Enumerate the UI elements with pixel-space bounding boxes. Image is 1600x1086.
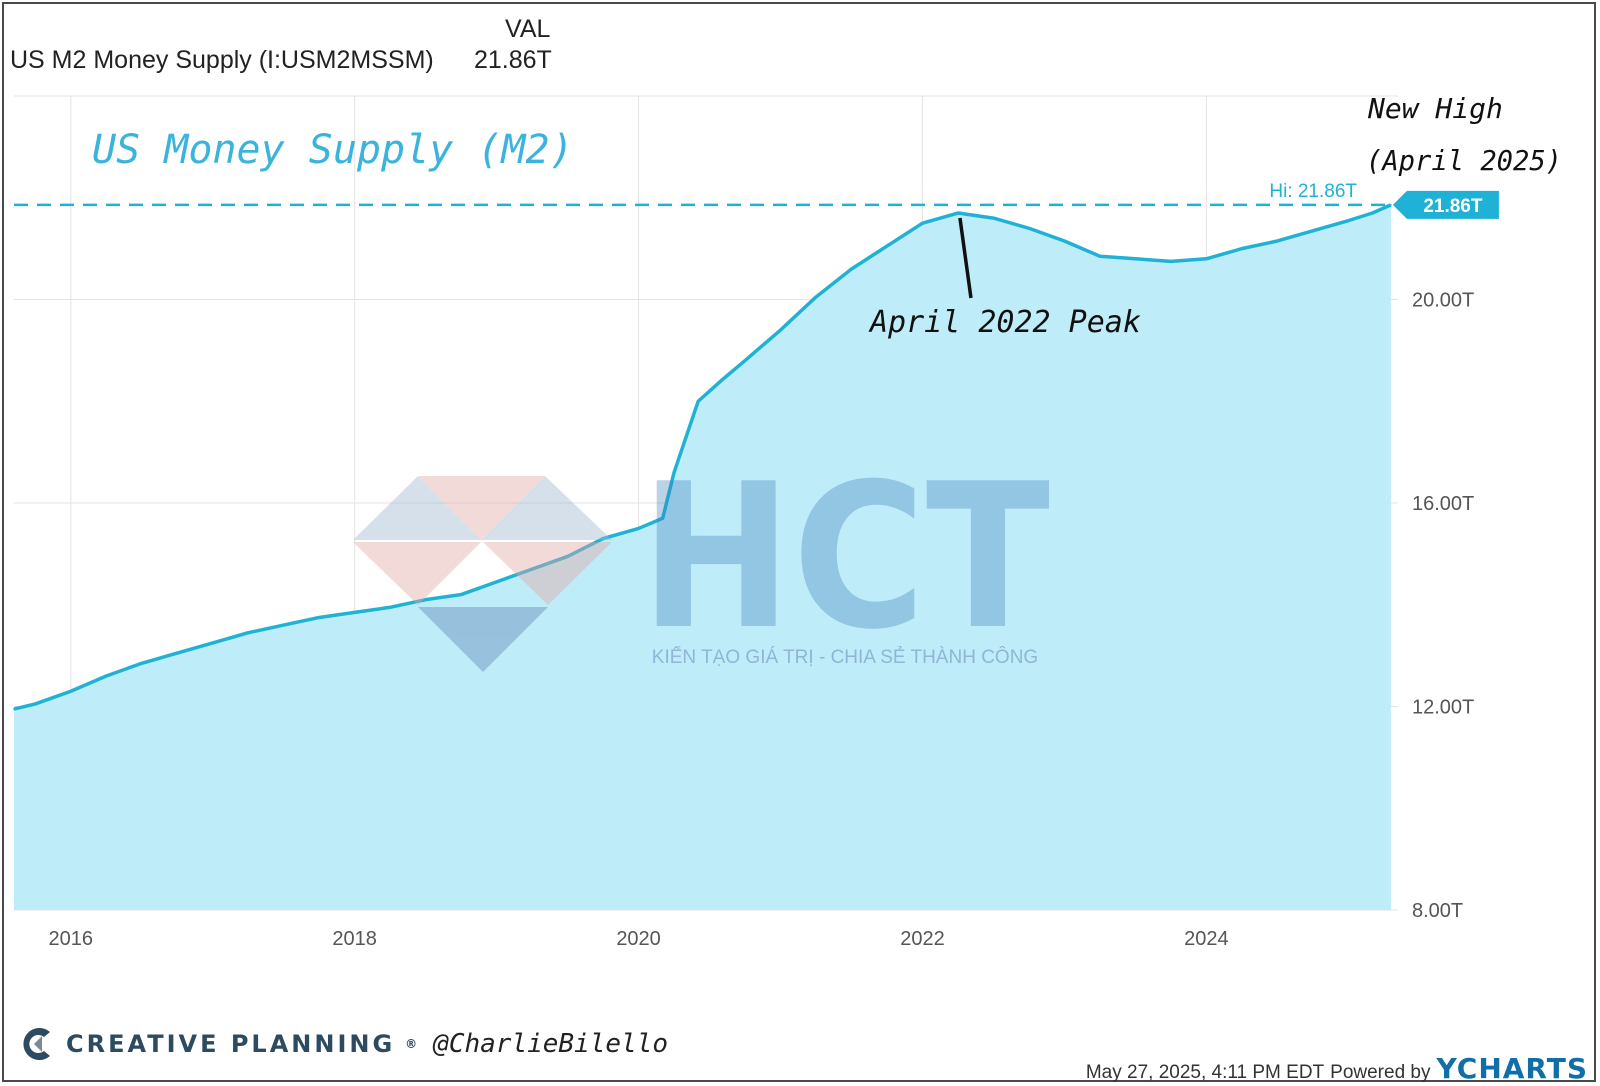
data-point bbox=[105, 675, 108, 677]
series-current-value: 21.86T bbox=[474, 46, 552, 74]
logo-facet-tr bbox=[481, 476, 612, 540]
data-point bbox=[886, 245, 888, 247]
data-point bbox=[34, 703, 37, 705]
y-tick-label: 16.00T bbox=[1412, 493, 1474, 515]
new-high-date-annotation: (April 2025) bbox=[1366, 144, 1562, 177]
data-point bbox=[318, 616, 320, 619]
data-point bbox=[424, 598, 427, 601]
data-point bbox=[566, 555, 569, 558]
powered-by-label: Powered by bbox=[1330, 1062, 1431, 1083]
hi-reference-label: Hi: 21.86T bbox=[1269, 181, 1357, 202]
data-point bbox=[779, 329, 782, 331]
data-point bbox=[744, 359, 746, 362]
y-tick-label: 8.00T bbox=[1412, 900, 1463, 922]
data-point bbox=[531, 568, 533, 570]
data-point bbox=[1170, 260, 1172, 263]
logo-facet-bottom bbox=[418, 607, 548, 672]
data-point bbox=[1371, 212, 1374, 214]
data-point bbox=[1312, 230, 1314, 232]
data-point bbox=[992, 217, 995, 219]
diamond-logo bbox=[353, 476, 612, 672]
data-point bbox=[1390, 204, 1392, 206]
data-point bbox=[1276, 240, 1279, 242]
chart-title: US Money Supply (M2) bbox=[92, 127, 574, 173]
data-point bbox=[282, 624, 285, 626]
creative-planning-logo-icon bbox=[23, 1028, 50, 1060]
data-point bbox=[1028, 227, 1030, 230]
data-point bbox=[69, 690, 72, 693]
data-point bbox=[720, 380, 722, 382]
data-point bbox=[1347, 219, 1350, 222]
y-tick-label: 20.00T bbox=[1412, 290, 1474, 312]
data-point bbox=[697, 400, 699, 403]
axes: 2016 2018 2020 2022 2024 8.00T 12.00T 16.00T 20.… bbox=[49, 290, 1475, 951]
logo-facet-tl bbox=[353, 476, 481, 540]
ycharts-logo: YCHARTS bbox=[1436, 1052, 1588, 1085]
logo-facet-br bbox=[483, 542, 612, 605]
data-point bbox=[637, 527, 640, 530]
data-point bbox=[353, 611, 356, 614]
data-point bbox=[247, 631, 250, 634]
data-point bbox=[13, 708, 15, 710]
reference-line-group: Hi: 21.86T 21.86T bbox=[14, 181, 1499, 219]
x-tick-label: 2020 bbox=[616, 928, 661, 950]
x-tick-label: 2024 bbox=[1184, 928, 1229, 950]
area-series bbox=[13, 203, 1392, 910]
data-point bbox=[673, 471, 675, 474]
registered-mark: ® bbox=[405, 1037, 418, 1051]
data-point bbox=[661, 517, 664, 520]
peak-pointer bbox=[958, 217, 973, 299]
y-tick-label: 12.00T bbox=[1412, 697, 1474, 719]
value-column-heading: VAL bbox=[505, 15, 551, 43]
series-name: US M2 Money Supply (I:USM2MSSM) bbox=[10, 46, 434, 74]
watermark-letters: HCT bbox=[640, 441, 1050, 674]
x-tick-label: 2022 bbox=[900, 928, 945, 950]
timestamp: May 27, 2025, 4:11 PM EDT bbox=[1085, 1062, 1325, 1083]
data-point bbox=[921, 222, 924, 224]
logo-facet-top bbox=[418, 476, 545, 540]
data-point bbox=[1241, 247, 1243, 250]
x-tick-label: 2016 bbox=[49, 928, 94, 950]
new-high-annotation: New High bbox=[1367, 92, 1503, 125]
author-handle: @CharlieBilello bbox=[433, 1029, 668, 1059]
data-point bbox=[140, 662, 143, 665]
creative-planning-label: CREATIVE PLANNING bbox=[66, 1030, 396, 1058]
area-fill bbox=[14, 204, 1391, 910]
source-credit: May 27, 2025, 4:11 PM EDT Powered by YCH… bbox=[1086, 1052, 1588, 1085]
data-point bbox=[1099, 255, 1101, 258]
data-point bbox=[1134, 258, 1137, 260]
logo-facet-bl bbox=[353, 542, 481, 605]
last-value-badge-label: 21.86T bbox=[1423, 196, 1483, 217]
data-point bbox=[389, 606, 391, 609]
watermark-tagline: KIẾN TẠO GIÁ TRỊ - CHIA SẺ THÀNH CÔNG bbox=[652, 646, 1038, 668]
creative-planning-brand: CREATIVE PLANNING ® @CharlieBilello bbox=[20, 1024, 668, 1064]
data-point bbox=[176, 652, 179, 654]
data-point bbox=[1063, 240, 1066, 242]
data-point bbox=[495, 581, 498, 583]
data-point bbox=[602, 537, 604, 540]
data-point bbox=[211, 642, 214, 644]
peak-annotation: April 2022 Peak bbox=[868, 305, 1141, 340]
data-point bbox=[850, 268, 853, 270]
data-point bbox=[1205, 258, 1208, 260]
last-value-badge bbox=[1392, 190, 1499, 219]
data-point bbox=[957, 212, 959, 214]
data-point bbox=[815, 296, 817, 298]
annotations: US Money Supply (M2) April 2022 Peak New H… bbox=[92, 92, 1562, 340]
x-tick-label: 2018 bbox=[332, 928, 377, 950]
data-point bbox=[460, 593, 462, 596]
